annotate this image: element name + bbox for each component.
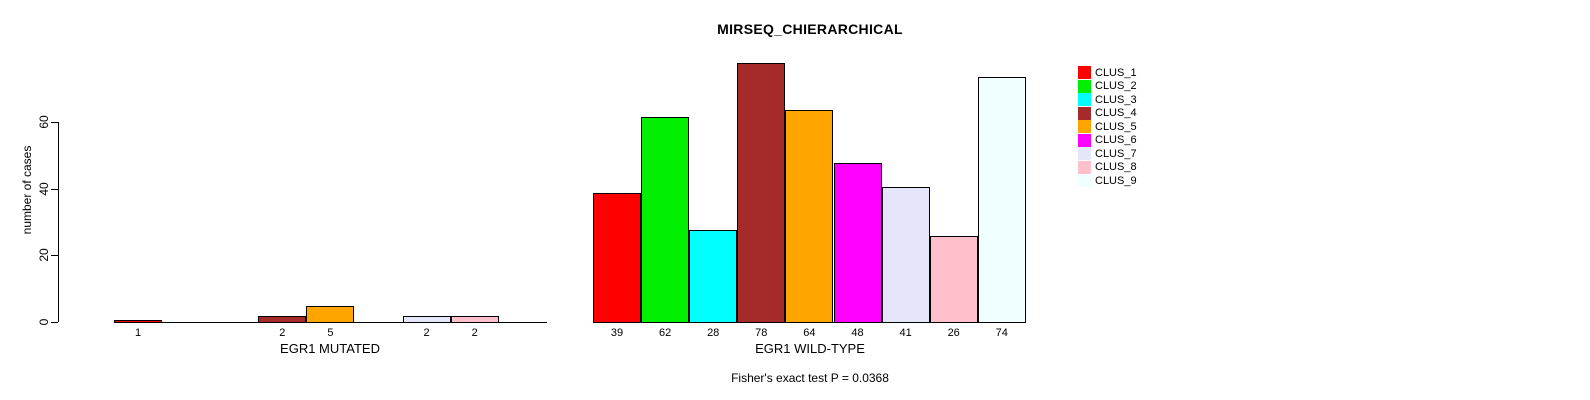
bar-value-label: 62 bbox=[658, 327, 672, 339]
bar-value-label: 26 bbox=[947, 327, 960, 339]
legend-label: CLUS_5 bbox=[1095, 120, 1137, 133]
legend-item: CLUS_4 bbox=[1078, 106, 1137, 120]
y-axis-tick-label: 60 bbox=[37, 115, 51, 129]
legend-label: CLUS_4 bbox=[1095, 107, 1137, 119]
bar-CLUS_9 bbox=[977, 76, 1026, 323]
y-axis-tick bbox=[51, 255, 58, 257]
legend-item: CLUS_3 bbox=[1078, 93, 1137, 106]
bar-CLUS_3 bbox=[689, 229, 738, 323]
legend-swatch bbox=[1078, 120, 1091, 133]
chart-title: MIRSEQ_CHIERARCHICAL bbox=[717, 21, 903, 37]
legend-label: CLUS_3 bbox=[1095, 93, 1137, 106]
legend-item: CLUS_1 bbox=[1078, 66, 1137, 79]
bar-CLUS_7 bbox=[402, 316, 451, 323]
bar-value-label: 39 bbox=[610, 327, 624, 339]
legend-label: CLUS_8 bbox=[1095, 161, 1137, 173]
bar-CLUS_8 bbox=[450, 316, 499, 323]
y-axis-tick bbox=[51, 188, 58, 190]
bar-value-label: 64 bbox=[803, 327, 816, 339]
legend-label: CLUS_2 bbox=[1095, 80, 1137, 92]
bar-value-label: 5 bbox=[327, 327, 334, 339]
bar-value-label: 2 bbox=[279, 327, 286, 339]
bar-value-label: 74 bbox=[995, 327, 1008, 339]
legend-item: CLUS_6 bbox=[1078, 133, 1137, 147]
legend-swatch bbox=[1078, 133, 1091, 147]
x-axis-label-wildtype: EGR1 WILD-TYPE bbox=[755, 341, 865, 356]
legend-item: CLUS_2 bbox=[1078, 79, 1137, 93]
y-axis-line bbox=[58, 122, 59, 322]
legend: CLUS_1 CLUS_2 CLUS_3 CLUS_4 CLUS_5 CLUS_6 CLUS… bbox=[1078, 66, 1208, 196]
legend-swatch bbox=[1078, 147, 1091, 160]
legend-label: CLUS_1 bbox=[1095, 66, 1137, 79]
bar-CLUS_4 bbox=[258, 316, 307, 323]
legend-item: CLUS_9 bbox=[1078, 174, 1137, 187]
bar-value-label: 2 bbox=[471, 327, 478, 339]
bar-CLUS_5 bbox=[785, 109, 834, 323]
legend-swatch bbox=[1078, 160, 1091, 174]
legend-label: CLUS_9 bbox=[1095, 174, 1137, 187]
legend-swatch bbox=[1078, 66, 1091, 79]
bar-value-label: 2 bbox=[423, 327, 430, 339]
legend-swatch bbox=[1078, 93, 1091, 106]
legend-label: CLUS_7 bbox=[1095, 147, 1137, 160]
y-axis-tick bbox=[51, 322, 58, 323]
x-axis-label-mutated: EGR1 MUTATED bbox=[280, 341, 380, 356]
y-axis-tick bbox=[51, 122, 58, 124]
y-axis-tick-label: 20 bbox=[37, 248, 51, 263]
bar-value-label: 78 bbox=[755, 327, 768, 339]
bar-CLUS_1 bbox=[114, 319, 162, 323]
legend-swatch bbox=[1078, 106, 1091, 120]
legend-item: CLUS_8 bbox=[1078, 160, 1137, 174]
bar-CLUS_5 bbox=[306, 306, 355, 323]
y-axis-tick-label: 40 bbox=[37, 182, 51, 196]
legend-item: CLUS_5 bbox=[1078, 120, 1137, 133]
legend-label: CLUS_6 bbox=[1095, 134, 1137, 146]
bar-CLUS_1 bbox=[593, 193, 641, 323]
bar-value-label: 41 bbox=[899, 327, 912, 339]
bar-CLUS_6 bbox=[833, 163, 882, 323]
y-axis-title: number of cases bbox=[20, 145, 34, 235]
bar-CLUS_7 bbox=[881, 186, 930, 323]
bar-value-label: 1 bbox=[134, 327, 142, 339]
y-axis-tick-label: 0 bbox=[37, 318, 51, 326]
legend-swatch bbox=[1078, 79, 1091, 93]
bar-CLUS_4 bbox=[737, 63, 786, 323]
bar-CLUS_8 bbox=[929, 236, 978, 323]
bar-CLUS_2 bbox=[641, 116, 690, 323]
legend-item: CLUS_7 bbox=[1078, 147, 1137, 160]
bar-value-label: 48 bbox=[851, 327, 864, 339]
fisher-test-annotation: Fisher's exact test P = 0.0368 bbox=[731, 371, 889, 385]
bar-value-label: 28 bbox=[707, 327, 720, 339]
legend-swatch bbox=[1078, 174, 1091, 187]
